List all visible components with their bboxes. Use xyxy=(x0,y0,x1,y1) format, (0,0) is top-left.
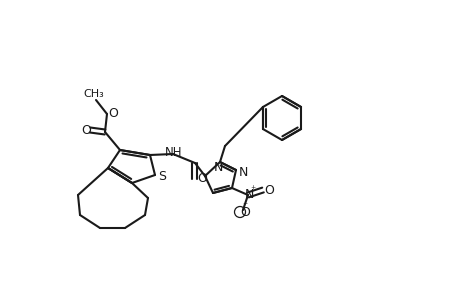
Text: O: O xyxy=(240,206,249,220)
Text: O: O xyxy=(196,172,207,185)
Text: O: O xyxy=(108,106,118,119)
Text: ⁻: ⁻ xyxy=(242,201,247,211)
Text: O: O xyxy=(263,184,274,196)
Text: N: N xyxy=(244,188,253,200)
Text: CH₃: CH₃ xyxy=(84,89,104,99)
Text: N: N xyxy=(238,166,247,178)
Text: S: S xyxy=(157,169,166,182)
Text: NH: NH xyxy=(165,146,182,158)
Text: ⁺: ⁺ xyxy=(250,185,255,195)
Text: O: O xyxy=(81,124,91,136)
Text: N: N xyxy=(213,160,222,173)
